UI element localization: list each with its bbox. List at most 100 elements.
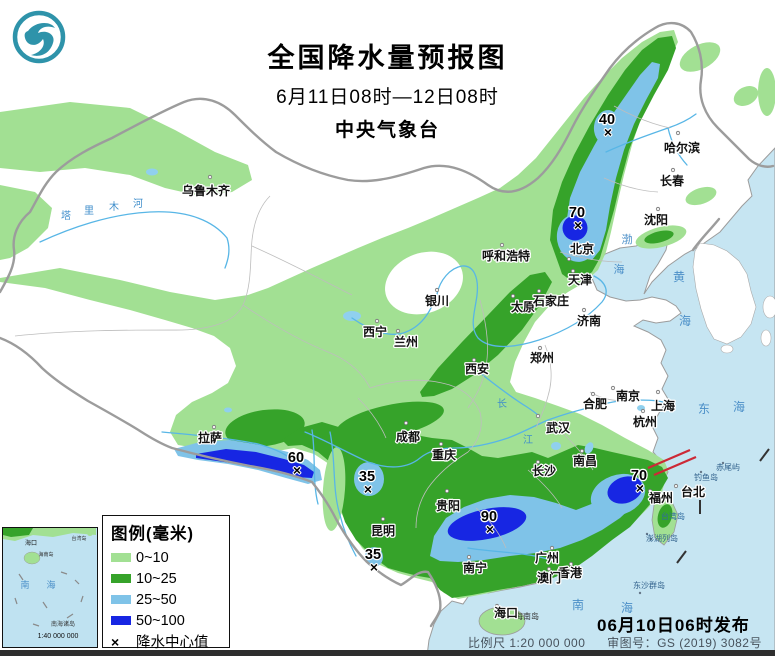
legend-label: 10~25 bbox=[136, 570, 177, 587]
precip-center-value: 60 bbox=[288, 450, 304, 466]
scale-note: 比例尺 1:20 000 000 审图号：GS (2019) 3082号 bbox=[468, 634, 762, 651]
city-label: 银川 bbox=[425, 293, 449, 308]
city-label: 南宁 bbox=[463, 560, 487, 575]
inset-label: 南 bbox=[20, 579, 29, 590]
city-label: 广州 bbox=[535, 550, 559, 565]
map-scale: 比例尺 1:20 000 000 bbox=[468, 636, 586, 650]
city-dot bbox=[568, 561, 574, 567]
tarim-river bbox=[39, 211, 230, 269]
legend-label: 50~100 bbox=[136, 612, 185, 629]
precip-region bbox=[562, 215, 588, 241]
precip-region bbox=[447, 507, 527, 541]
river-label: 木 bbox=[109, 201, 119, 213]
sea-label: 海 bbox=[679, 313, 691, 328]
legend-row: 50~100 bbox=[111, 610, 223, 631]
islet-dot bbox=[721, 461, 725, 465]
legend-cross-symbol: × bbox=[111, 633, 120, 650]
city-dot bbox=[499, 242, 505, 248]
legend-row: 10~25 bbox=[111, 568, 223, 589]
river-label: 河 bbox=[133, 198, 143, 210]
lake bbox=[584, 442, 594, 454]
inset-label: 台湾岛 bbox=[71, 535, 86, 542]
precip-region bbox=[644, 230, 674, 244]
inset-mainland-rain bbox=[3, 528, 33, 537]
precip-center-cross: × bbox=[364, 481, 372, 497]
release-time: 06月10日06时发布 bbox=[597, 616, 750, 635]
city-label: 太原 bbox=[511, 299, 535, 314]
inset-label: 1:40 000 000 bbox=[38, 633, 79, 640]
yarlung-river bbox=[161, 431, 288, 457]
boundary-marks-layer bbox=[638, 448, 770, 595]
city-label: 福州 bbox=[648, 490, 673, 505]
international-borders-layer bbox=[0, 21, 775, 628]
island-label: 东沙群岛 bbox=[633, 580, 665, 590]
city-dot bbox=[434, 287, 440, 293]
legend-swatch bbox=[111, 595, 131, 604]
sea-boundary-tick bbox=[759, 448, 770, 462]
pearl-river bbox=[467, 547, 558, 563]
city-label: 长沙 bbox=[532, 463, 556, 478]
japan-island bbox=[762, 295, 775, 319]
legend-box: 图例(毫米) 0~10 10~25 25~50 50~100 × 降水中心值 bbox=[102, 515, 230, 651]
legend-label: 0~10 bbox=[136, 549, 169, 566]
city-label: 上海 bbox=[651, 398, 675, 413]
precip-center-cross: × bbox=[293, 462, 301, 478]
city-dot bbox=[403, 420, 409, 426]
city-dot bbox=[510, 293, 516, 299]
rivers-layer bbox=[39, 113, 697, 563]
precip-center-cross: × bbox=[370, 559, 378, 575]
precip-center-cross: × bbox=[574, 217, 582, 233]
korea-border bbox=[691, 217, 721, 252]
legend-swatch bbox=[111, 574, 131, 583]
north-border bbox=[0, 21, 775, 294]
precip-region bbox=[322, 447, 346, 531]
city-dot bbox=[647, 488, 653, 494]
city-dot bbox=[380, 516, 386, 522]
city-dot bbox=[675, 130, 681, 136]
city-label: 沈阳 bbox=[644, 212, 668, 227]
city-dot bbox=[374, 318, 380, 324]
lakes-layer bbox=[146, 168, 645, 454]
islet-dot bbox=[699, 470, 703, 474]
island-label: 台湾岛 bbox=[661, 511, 685, 521]
city-label: 贵阳 bbox=[436, 498, 460, 513]
city-dot bbox=[640, 408, 646, 414]
sea-label: 黄 bbox=[673, 270, 685, 284]
city-label: 哈尔滨 bbox=[664, 140, 700, 155]
precip-region bbox=[566, 62, 660, 260]
city-label: 西安 bbox=[465, 361, 489, 376]
river-label: 塔 bbox=[61, 209, 71, 222]
island-label: 钓鱼岛 bbox=[694, 472, 718, 482]
precip-center-value: 35 bbox=[359, 469, 375, 485]
inset-taiwan bbox=[87, 530, 93, 536]
salween-river bbox=[311, 429, 319, 505]
sea-label: 渤 bbox=[622, 233, 633, 246]
legend-swatch bbox=[111, 553, 131, 562]
precip-region bbox=[365, 547, 383, 567]
river-label: 长 bbox=[497, 398, 507, 410]
city-label: 武汉 bbox=[546, 420, 571, 435]
korea-peninsula bbox=[692, 242, 757, 345]
city-label: 昆明 bbox=[371, 524, 395, 538]
city-label: 拉萨 bbox=[198, 430, 222, 445]
city-dot bbox=[535, 413, 541, 419]
city-label: 济南 bbox=[577, 313, 601, 328]
hainan-island bbox=[478, 606, 526, 636]
legend-title: 图例(毫米) bbox=[111, 525, 194, 543]
city-dot bbox=[546, 566, 552, 572]
sea-labels-layer: 渤海 黄海东 海南海 bbox=[572, 233, 745, 615]
precip-region bbox=[657, 504, 673, 528]
sea-label: 海 bbox=[621, 600, 633, 615]
city-label: 呼和浩特 bbox=[482, 248, 530, 263]
red-boundary-mark bbox=[647, 448, 691, 470]
legend-row: × 降水中心值 bbox=[111, 631, 223, 652]
precip-center-value: 70 bbox=[631, 468, 647, 484]
city-label: 西宁 bbox=[363, 324, 387, 339]
precip-center-value: 90 bbox=[481, 509, 497, 525]
